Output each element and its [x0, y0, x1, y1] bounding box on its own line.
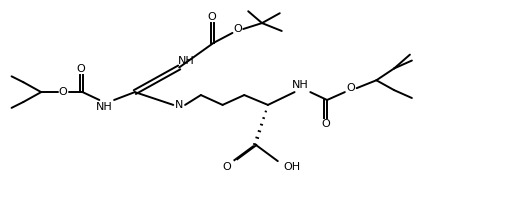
Text: O: O	[233, 24, 242, 34]
Text: N: N	[175, 100, 184, 110]
Text: O: O	[321, 119, 330, 129]
Text: O: O	[347, 83, 355, 93]
Text: O: O	[222, 162, 231, 172]
Text: NH: NH	[96, 102, 113, 112]
Text: OH: OH	[283, 162, 300, 172]
Text: O: O	[77, 64, 85, 74]
Text: NH: NH	[292, 80, 309, 90]
Text: O: O	[208, 12, 217, 22]
Text: NH: NH	[178, 56, 195, 66]
Text: O: O	[58, 87, 67, 97]
